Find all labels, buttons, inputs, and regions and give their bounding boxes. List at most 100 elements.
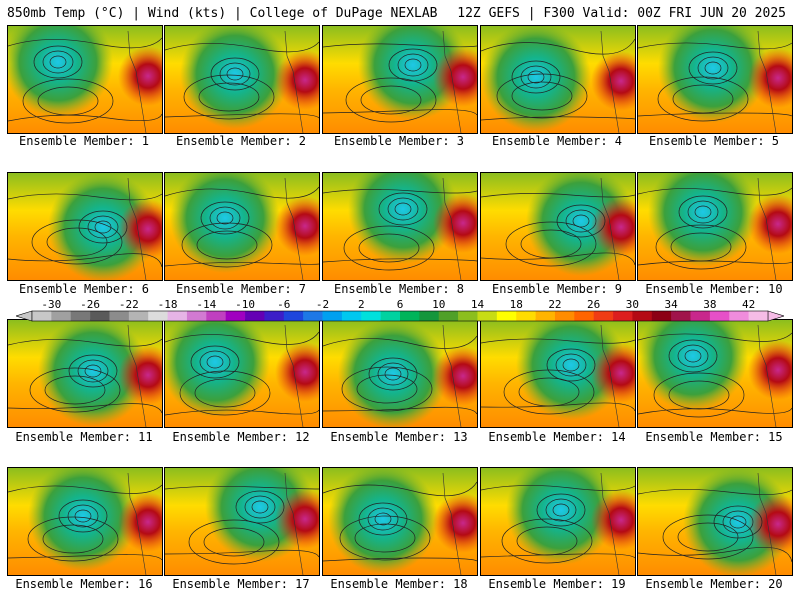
colorbar-swatch	[477, 311, 498, 321]
colorbar-swatch	[748, 311, 769, 321]
member-map-panel	[7, 172, 163, 281]
colorbar-swatch	[729, 311, 749, 321]
member-map-panel	[164, 467, 320, 576]
colorbar-max-arrow	[767, 310, 784, 322]
colorbar-swatch	[322, 311, 343, 321]
colorbar-swatch	[128, 311, 149, 321]
colorbar-frame	[31, 310, 769, 322]
member-label: Ensemble Member: 20	[645, 577, 783, 591]
colorbar-swatch	[148, 311, 168, 321]
colorbar-tick-label: 10	[432, 300, 445, 311]
colorbar-swatch	[341, 311, 362, 321]
member-label: Ensemble Member: 7	[175, 282, 307, 296]
colorbar-swatch	[283, 311, 304, 321]
member-label: Ensemble Member: 15	[645, 430, 783, 444]
colorbar-swatch	[438, 311, 459, 321]
member-label: Ensemble Member: 6	[18, 282, 150, 296]
colorbar-swatch	[245, 311, 265, 321]
colorbar-swatch	[380, 311, 401, 321]
colorbar-swatch	[70, 311, 91, 321]
member-map-panel	[480, 25, 636, 134]
colorbar-tick-label: 18	[510, 300, 523, 311]
member-map-panel	[322, 25, 478, 134]
colorbar-tick-label: -10	[235, 300, 255, 311]
member-map-panel	[637, 25, 793, 134]
colorbar-tick-label: 30	[626, 300, 639, 311]
colorbar-swatch	[206, 311, 226, 321]
colorbar-swatch	[361, 311, 381, 321]
member-map-panel	[164, 25, 320, 134]
colorbar-swatch	[419, 311, 440, 321]
colorbar-tick-label: 6	[397, 300, 404, 311]
colorbar-tick-label: -18	[158, 300, 178, 311]
member-label: Ensemble Member: 9	[491, 282, 623, 296]
member-label: Ensemble Member: 11	[15, 430, 153, 444]
colorbar-swatch	[32, 311, 52, 321]
colorbar-tick-label: 34	[665, 300, 679, 311]
colorbar-tick-label: 38	[703, 300, 716, 311]
colorbar-swatch	[671, 311, 691, 321]
colorbar-swatch	[109, 311, 130, 321]
member-label: Ensemble Member: 14	[488, 430, 626, 444]
member-label: Ensemble Member: 4	[491, 134, 623, 148]
member-label: Ensemble Member: 18	[330, 577, 468, 591]
colorbar-tick-label: -22	[119, 300, 139, 311]
colorbar-swatch	[458, 311, 478, 321]
member-map-panel	[164, 172, 320, 281]
colorbar-swatch	[90, 311, 110, 321]
member-map-panel	[7, 319, 163, 428]
colorbar-tick-label: 2	[358, 300, 365, 311]
member-map-panel	[480, 172, 636, 281]
member-map-panel	[637, 319, 793, 428]
member-label: Ensemble Member: 3	[333, 134, 465, 148]
member-map-panel	[322, 319, 478, 428]
member-map-panel	[7, 25, 163, 134]
colorbar-tick-label: -6	[277, 300, 290, 311]
colorbar-swatch	[632, 311, 653, 321]
colorbar-tick-label: 42	[742, 300, 755, 311]
colorbar-tick-label: 26	[587, 300, 600, 311]
member-label: Ensemble Member: 19	[488, 577, 626, 591]
temperature-colorbar: -30 -26 -22 -18 -14 -10 -6 -2 2 6 10 14 18 22 26 30 34 38…	[16, 300, 784, 322]
member-label: Ensemble Member: 17	[172, 577, 310, 591]
colorbar-swatch	[225, 311, 246, 321]
colorbar-swatch	[574, 311, 594, 321]
member-label: Ensemble Member: 2	[175, 134, 307, 148]
colorbar-swatch	[264, 311, 285, 321]
colorbar-tick-label: -30	[41, 300, 61, 311]
colorbar-swatch	[400, 311, 420, 321]
map-title: 850mb Temp (°C) | Wind (kts) | College o…	[7, 6, 438, 21]
member-map-panel	[7, 467, 163, 576]
colorbar-swatch	[709, 311, 730, 321]
colorbar-swatch	[516, 311, 536, 321]
colorbar-swatch	[186, 311, 207, 321]
member-map-panel	[637, 172, 793, 281]
colorbar-swatch	[690, 311, 711, 321]
member-map-panel	[322, 172, 478, 281]
member-map-panel	[480, 319, 636, 428]
colorbar-swatch	[51, 311, 72, 321]
member-label: Ensemble Member: 16	[15, 577, 153, 591]
colorbar-swatch	[496, 311, 517, 321]
model-valid-time: 12Z GEFS | F300 Valid: 00Z FRI JUN 20 20…	[457, 6, 786, 21]
colorbar-tick-label: 22	[548, 300, 561, 311]
member-label: Ensemble Member: 12	[172, 430, 310, 444]
colorbar-swatch	[651, 311, 672, 321]
member-label: Ensemble Member: 8	[333, 282, 465, 296]
member-map-panel	[480, 467, 636, 576]
member-label: Ensemble Member: 13	[330, 430, 468, 444]
colorbar-tick-label: 14	[471, 300, 485, 311]
colorbar-tick-label: -2	[316, 300, 329, 311]
colorbar-swatch	[554, 311, 575, 321]
member-label: Ensemble Member: 10	[645, 282, 783, 296]
colorbar-swatch	[535, 311, 556, 321]
colorbar-tick-label: -26	[80, 300, 100, 311]
colorbar-swatch	[613, 311, 633, 321]
colorbar-swatch	[593, 311, 614, 321]
member-map-panel	[637, 467, 793, 576]
colorbar-swatch	[303, 311, 323, 321]
colorbar-min-arrow	[16, 310, 33, 322]
member-label: Ensemble Member: 1	[18, 134, 150, 148]
member-map-panel	[322, 467, 478, 576]
member-label: Ensemble Member: 5	[648, 134, 780, 148]
